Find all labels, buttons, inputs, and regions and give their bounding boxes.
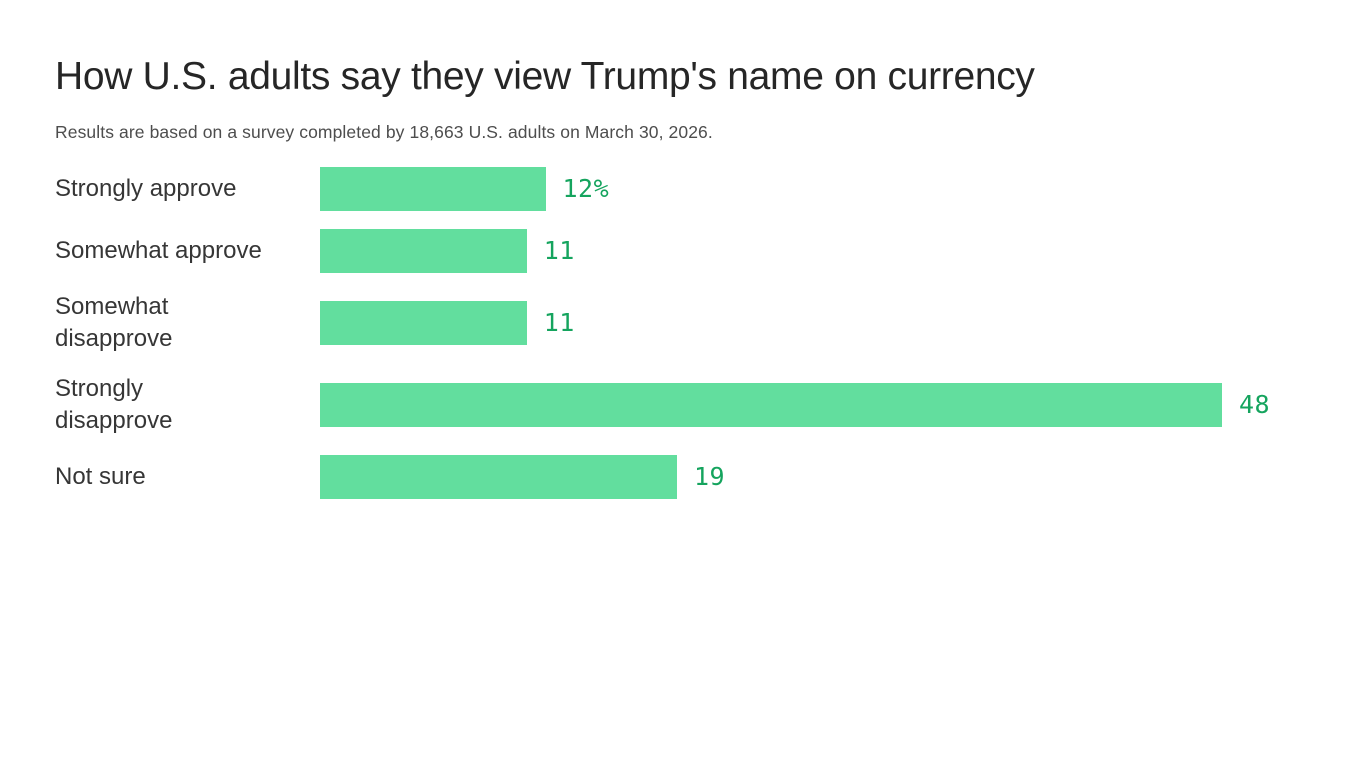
chart-row: Somewhat approve 11 (55, 228, 1366, 273)
category-label: Somewhat disapprove (55, 292, 173, 352)
bar-value-label: 11 (543, 236, 575, 266)
chart-row: Not sure 19 (55, 454, 1366, 499)
chart-row: Strongly disapprove 48 (55, 373, 1366, 437)
bar-value-label: 11 (543, 308, 575, 338)
bar (320, 382, 1222, 427)
bar (320, 300, 527, 345)
bar-track: 11 (320, 300, 1366, 345)
chart-subtitle: Results are based on a survey completed … (55, 121, 713, 142)
bar-value-label: 19 (694, 462, 726, 492)
bar-value-label: 48 (1239, 390, 1271, 420)
chart-row: Somewhat disapprove 11 (55, 291, 1366, 355)
bar-value-label: 12% (562, 174, 610, 204)
category-label: Somewhat approve (55, 236, 262, 264)
bar-track: 11 (320, 228, 1366, 273)
bar-track: 19 (320, 454, 1366, 499)
category-label: Strongly approve (55, 174, 237, 202)
bar-track: 12% (320, 166, 1366, 211)
category-label: Not sure (55, 462, 146, 490)
category-label: Strongly disapprove (55, 374, 173, 434)
chart-row: Strongly approve 12% (55, 166, 1366, 211)
bar-track: 48 (320, 382, 1366, 427)
bar (320, 454, 677, 499)
bar (320, 166, 546, 211)
bar (320, 228, 527, 273)
chart-title: How U.S. adults say they view Trump's na… (55, 55, 1035, 98)
bar-chart: Strongly approve 12% Somewhat approve 11 Som… (55, 166, 1366, 499)
